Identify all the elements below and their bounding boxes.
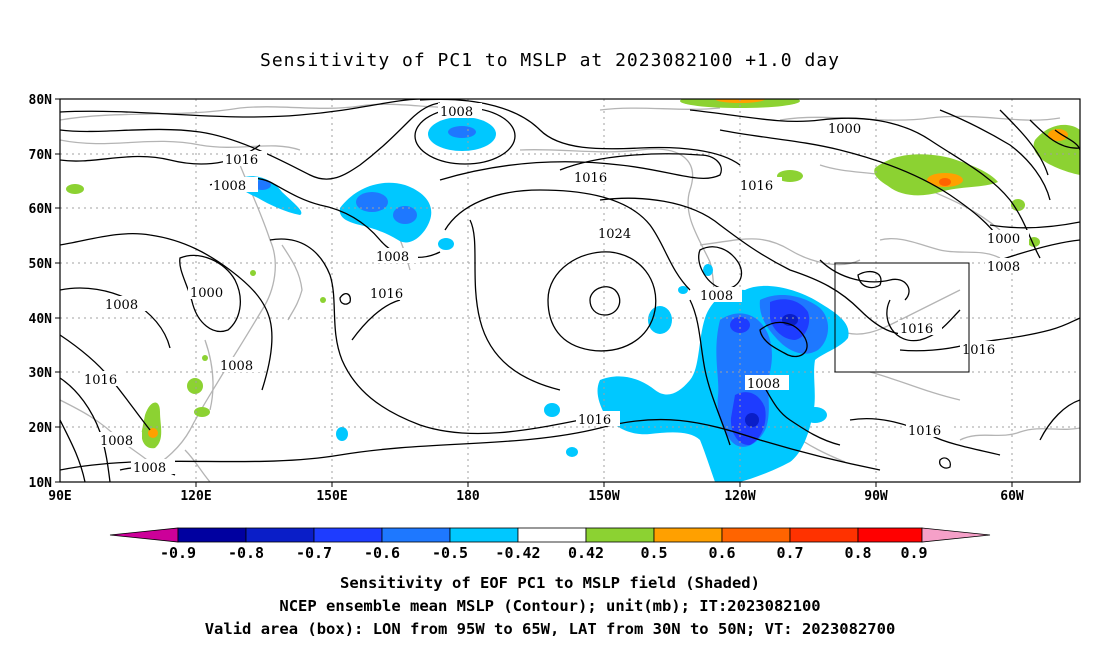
colorbar-label: 0.9 (900, 544, 927, 562)
lon-label: 90E (48, 489, 71, 504)
colorbar-labels: -0.9 -0.8 -0.7 -0.6 -0.5 -0.42 0.42 0.5 … (160, 544, 928, 562)
colorbar-label: -0.8 (228, 544, 264, 562)
longitude-labels: 90E 120E 150E 180 150W 120W 90W 60W (48, 489, 1024, 504)
colorbar-high-triangle (921, 527, 991, 543)
colorbar-segment (313, 527, 383, 543)
colorbar-segment (857, 527, 923, 543)
contour-label: 1016 (84, 373, 117, 388)
colorbar-segment (585, 527, 655, 543)
contour-label: 1008 (133, 461, 166, 476)
contour-label: 1016 (578, 413, 611, 428)
lat-label: 70N (29, 148, 53, 163)
colorbar-label: -0.7 (296, 544, 332, 562)
contour-label: 1008 (747, 377, 780, 392)
colorbar-label: 0.7 (776, 544, 803, 562)
contour-label: 1016 (225, 153, 258, 168)
contour-label: 1016 (962, 343, 995, 358)
lat-label: 60N (29, 202, 53, 217)
colorbar-label: -0.6 (364, 544, 400, 562)
latitude-labels: 80N 70N 60N 50N 40N 30N 20N 10N (29, 93, 53, 491)
valid-area-box (834, 262, 970, 373)
contour-label: 1008 (220, 359, 253, 374)
contour-label: 1000 (828, 122, 861, 137)
lon-label: 120W (724, 489, 755, 504)
axis-ticks (55, 98, 1013, 487)
colorbar-segment (245, 527, 315, 543)
colorbar-segment (449, 527, 519, 543)
colorbar-label: 0.8 (844, 544, 871, 562)
lat-label: 10N (29, 476, 53, 491)
lat-label: 50N (29, 257, 53, 272)
contour-label: 1008 (700, 289, 733, 304)
negative-sensitivity-shading (235, 117, 849, 482)
lat-label: 40N (29, 312, 53, 327)
colorbar-low-triangle (109, 527, 179, 543)
lon-label: 150W (588, 489, 619, 504)
contour-label: 1016 (740, 179, 773, 194)
colorbar-segment (381, 527, 451, 543)
plot-title: Sensitivity of PC1 to MSLP at 2023082100… (259, 50, 840, 71)
contour-label: 1000 (987, 232, 1020, 247)
caption-line-1: Sensitivity of EOF PC1 to MSLP field (Sh… (340, 574, 760, 592)
contour-label: 1008 (105, 298, 138, 313)
colorbar-label: -0.42 (495, 544, 540, 562)
colorbar-segment (517, 527, 587, 543)
caption-line-2: NCEP ensemble mean MSLP (Contour); unit(… (279, 597, 821, 615)
colorbar-segment (177, 527, 247, 543)
contour-label: 1016 (370, 287, 403, 302)
contour-label: 1000 (190, 286, 223, 301)
colorbar-segment (789, 527, 859, 543)
colorbar-label: 0.5 (640, 544, 667, 562)
colorbar-label: -0.5 (432, 544, 468, 562)
positive-sensitivity-shading (66, 99, 1080, 449)
map-frame (59, 98, 1081, 483)
caption-line-3: Valid area (box): LON from 95W to 65W, L… (204, 620, 896, 638)
lon-label: 60W (1000, 489, 1024, 504)
colorbar (109, 527, 991, 543)
contour-label: 1008 (440, 105, 473, 120)
lon-label: 180 (456, 489, 480, 504)
contour-label: 1024 (598, 227, 631, 242)
contour-labels: 1008 1016 1008 1000 1008 1016 1008 1016 … (82, 103, 1029, 476)
colorbar-label: 0.6 (708, 544, 735, 562)
map-content: 1008 1016 1008 1000 1008 1016 1008 1016 … (60, 99, 1080, 482)
lon-label: 150E (316, 489, 347, 504)
contour-label: 1008 (987, 260, 1020, 275)
contour-label: 1008 (100, 434, 133, 449)
contour-label: 1016 (900, 322, 933, 337)
colorbar-segment (653, 527, 723, 543)
colorbar-label: -0.9 (160, 544, 196, 562)
contour-label: 1008 (376, 250, 409, 265)
lon-label: 90W (864, 489, 888, 504)
contour-label: 1016 (574, 171, 607, 186)
contour-label: 1016 (908, 424, 941, 439)
lon-label: 120E (180, 489, 211, 504)
contour-label: 1008 (213, 179, 246, 194)
colorbar-label: 0.42 (568, 544, 604, 562)
lat-label: 80N (29, 93, 53, 108)
lat-label: 30N (29, 366, 53, 381)
lat-label: 20N (29, 421, 53, 436)
colorbar-segment (721, 527, 791, 543)
